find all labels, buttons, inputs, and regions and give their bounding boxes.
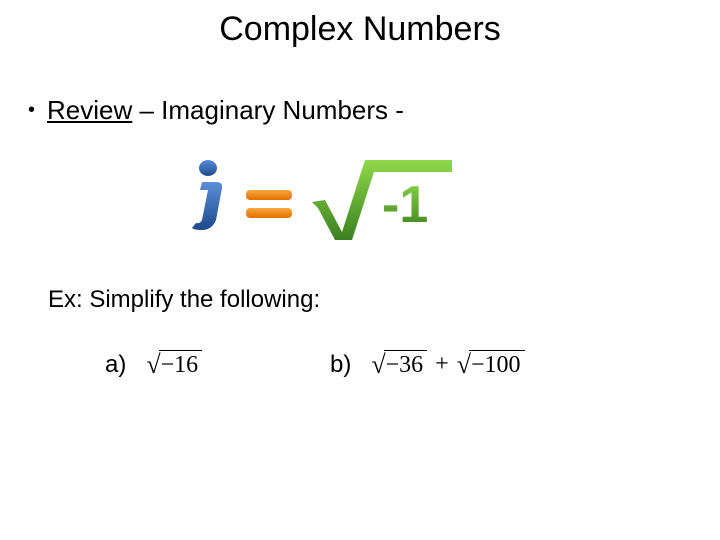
- review-label: Review: [47, 95, 132, 125]
- sqrt-icon: √ −16: [146, 350, 202, 380]
- item-a-label: a): [105, 351, 126, 379]
- example-label: Ex: Simplify the following:: [48, 286, 320, 314]
- review-bullet: • Review – Imaginary Numbers -: [28, 95, 404, 126]
- item-b-expression: √ −36 + √ −100: [371, 350, 524, 380]
- equals-icon: [246, 190, 292, 218]
- bullet-dot-icon: •: [28, 99, 35, 122]
- sqrt-icon: √ −100: [457, 350, 525, 380]
- imaginary-definition-equation: -1: [180, 150, 460, 245]
- sqrt-icon: √ −36: [371, 350, 427, 380]
- example-item-a: a) √ −16: [105, 350, 202, 380]
- minus-one-text: -1: [382, 176, 428, 234]
- item-b-radicand2: −100: [469, 350, 525, 380]
- page-title: Complex Numbers: [0, 10, 720, 49]
- review-rest: – Imaginary Numbers -: [132, 95, 404, 125]
- example-item-b: b) √ −36 + √ −100: [330, 350, 525, 380]
- item-b-label: b): [330, 351, 351, 379]
- item-a-radicand: −16: [159, 350, 203, 380]
- item-a-expression: √ −16: [146, 350, 202, 380]
- item-b-radicand1: −36: [384, 350, 428, 380]
- i-glyph-icon: [192, 160, 222, 230]
- plus-sign: +: [435, 351, 449, 378]
